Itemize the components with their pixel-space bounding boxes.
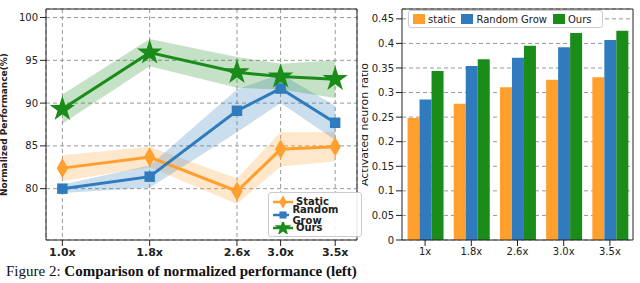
svg-text:2.6x: 2.6x — [507, 246, 529, 257]
svg-text:1x: 1x — [419, 246, 431, 257]
svg-text:0.15: 0.15 — [372, 161, 394, 172]
svg-text:3.5x: 3.5x — [322, 246, 349, 259]
html-text:Ours: Ours — [568, 13, 592, 25]
svg-text:Normalized Performance(%): Normalized Performance(%) — [8, 53, 9, 196]
svg-text:0.1: 0.1 — [378, 185, 394, 196]
svg-text:0.2: 0.2 — [378, 136, 394, 147]
svg-text:1.8x: 1.8x — [136, 246, 163, 259]
svg-text:95: 95 — [25, 55, 38, 66]
svg-text:80: 80 — [25, 183, 38, 194]
svg-text:2.6x: 2.6x — [224, 246, 251, 259]
html-text:Ours: Ours — [296, 222, 323, 233]
svg-text:0: 0 — [388, 235, 394, 246]
html-text:Random Grow: Random Grow — [292, 203, 339, 226]
svg-text:0.45: 0.45 — [372, 13, 394, 24]
svg-text:3.5x: 3.5x — [599, 246, 621, 257]
svg-text:1.0x: 1.0x — [49, 246, 76, 259]
html-text:Random Grow: Random Grow — [476, 13, 547, 25]
svg-text:1.8x: 1.8x — [460, 246, 482, 257]
html-text:static: static — [428, 13, 456, 25]
svg-text:0.05: 0.05 — [372, 210, 394, 221]
svg-text:85: 85 — [25, 140, 38, 151]
html-text:Figure 2: Comparison of normal: Figure 2: Comparison of normalized perfo… — [6, 263, 357, 279]
svg-text:100: 100 — [19, 12, 38, 23]
svg-text:3.0x: 3.0x — [553, 246, 575, 257]
html-text:Static: Static — [296, 196, 329, 207]
svg-text:0.35: 0.35 — [372, 63, 394, 74]
svg-text:0.25: 0.25 — [372, 112, 394, 123]
svg-text:3.0x: 3.0x — [267, 246, 294, 259]
svg-text:Activated neuron ratio: Activated neuron ratio — [362, 63, 371, 186]
svg-text:90: 90 — [25, 98, 38, 109]
svg-text:0.3: 0.3 — [378, 87, 394, 98]
svg-text:0.4: 0.4 — [378, 38, 394, 49]
